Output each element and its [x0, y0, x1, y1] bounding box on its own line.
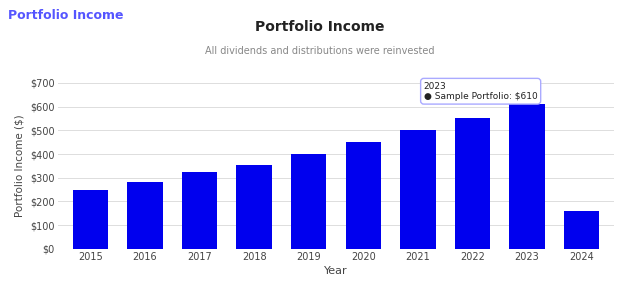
Text: Portfolio Income: Portfolio Income: [255, 20, 385, 34]
Bar: [455, 118, 490, 249]
Bar: [236, 165, 272, 249]
Text: 2023
● Sample Portfolio: $610: 2023 ● Sample Portfolio: $610: [424, 82, 538, 101]
Bar: [72, 190, 108, 249]
Y-axis label: Portfolio Income ($): Portfolio Income ($): [15, 115, 25, 217]
Bar: [182, 172, 217, 249]
Bar: [346, 142, 381, 249]
Bar: [509, 104, 545, 249]
X-axis label: Year: Year: [324, 266, 348, 276]
Bar: [564, 211, 600, 249]
Text: Portfolio Income: Portfolio Income: [8, 9, 123, 21]
Text: All dividends and distributions were reinvested: All dividends and distributions were rei…: [205, 46, 435, 56]
Bar: [127, 182, 163, 249]
Bar: [400, 130, 436, 249]
Bar: [291, 154, 326, 249]
